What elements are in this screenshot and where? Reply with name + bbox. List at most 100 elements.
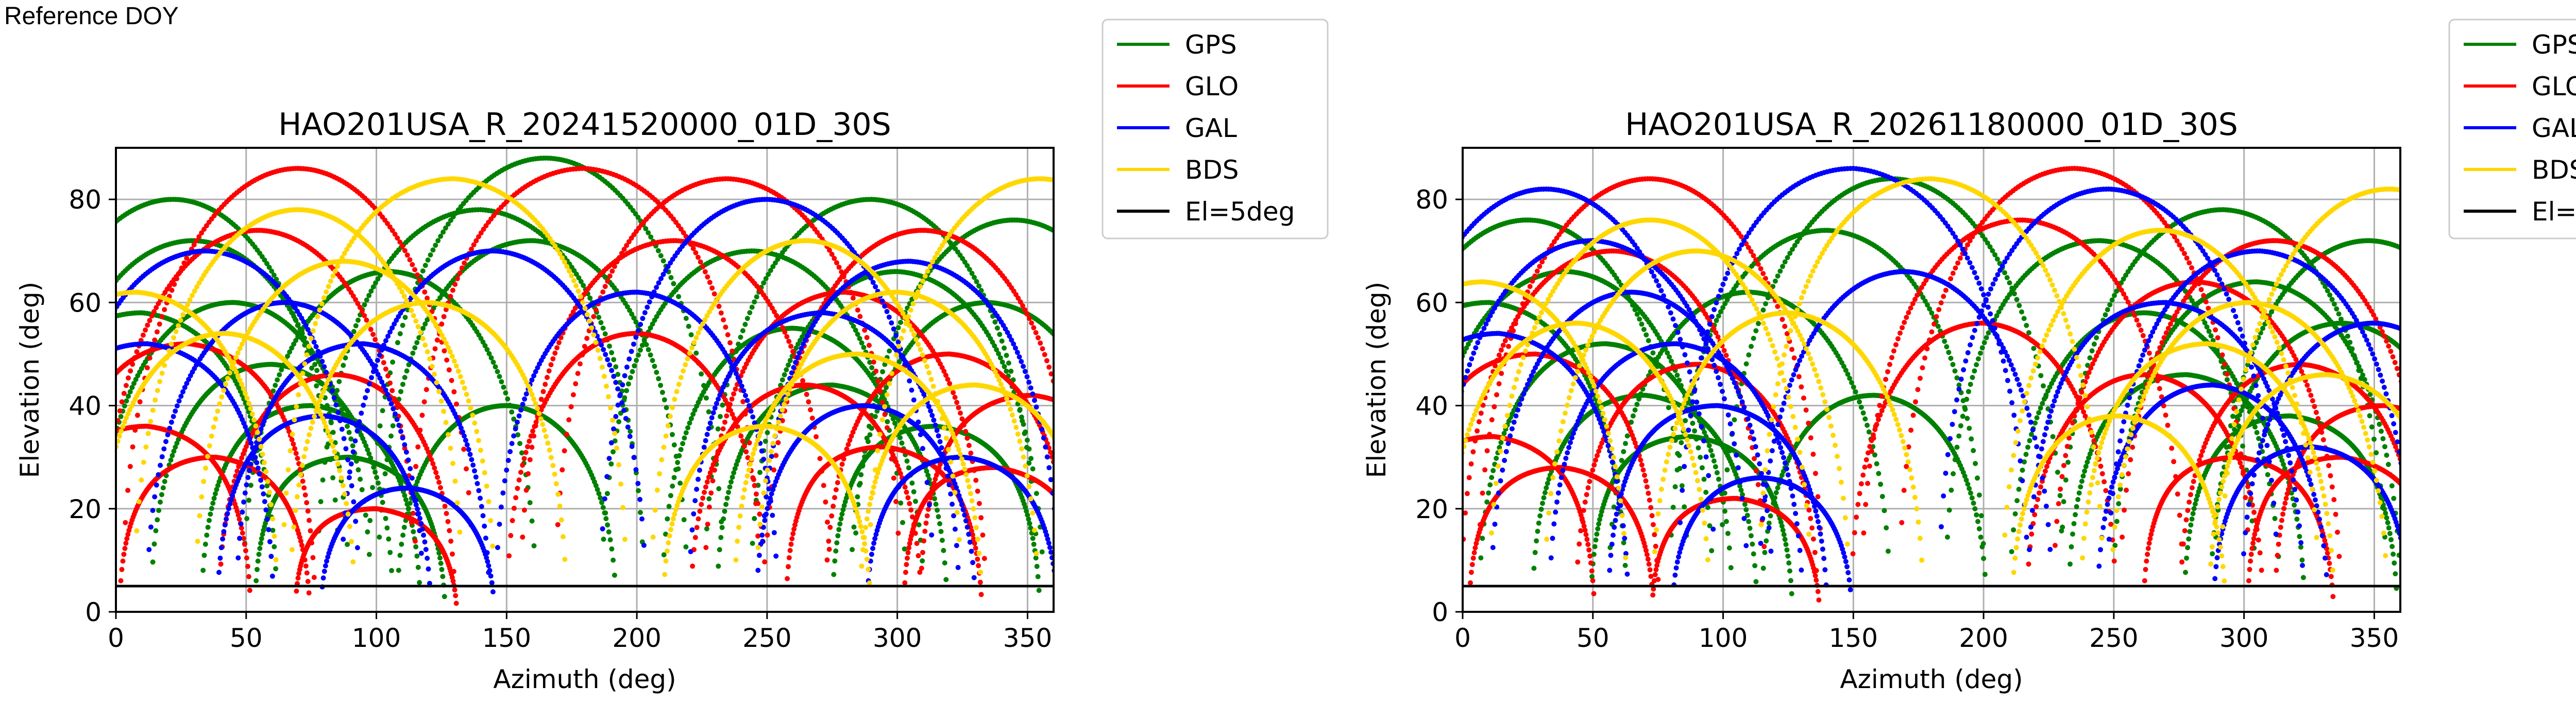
track-point [501,384,506,390]
track-point [925,472,931,478]
track-point [336,379,342,384]
track-point [62,382,67,387]
track-point [941,547,946,553]
track-point [1026,517,1031,522]
track-point [662,397,667,403]
track-point [1059,233,1064,238]
track-point [658,383,664,388]
track-point [757,470,762,475]
track-point [576,275,582,281]
track-point [95,437,100,442]
track-point [79,435,84,440]
track-point [864,335,870,340]
track-point [859,340,865,346]
track-point [1087,386,1092,391]
track-point [300,478,306,484]
track-point [1097,415,1103,420]
track-point [81,328,87,333]
track-point [402,493,408,499]
track-point [417,278,422,283]
track-point [964,435,970,441]
track-point [721,317,726,323]
track-point [44,471,49,476]
track-point [481,227,486,232]
track-point [245,563,250,569]
track-point [1057,231,1062,236]
track-point [401,524,407,530]
track-point [625,381,631,387]
track-point [508,533,514,538]
track-point [648,234,654,240]
track-point [872,414,878,419]
track-point [293,451,299,456]
track-point [752,516,757,521]
track-point [324,444,330,450]
track-point [370,332,376,337]
track-point [384,525,390,531]
track-point [277,372,282,378]
track-point [711,467,717,473]
track-point [78,440,83,445]
track-point [676,294,682,299]
track-point [63,345,68,350]
track-point [156,508,162,513]
track-point [303,563,309,569]
track-point [9,511,14,517]
track-point [264,261,269,266]
track-point [493,364,498,370]
track-point [612,264,617,269]
track-point [698,259,703,265]
track-point [83,422,89,427]
track-point [992,343,997,349]
track-point [666,504,672,509]
track-point [972,275,977,280]
track-point [42,488,47,493]
track-point [62,536,67,541]
track-point [520,534,526,540]
track-point [291,441,296,447]
track-point [784,367,789,372]
track-point [409,520,414,525]
track-point [264,483,270,489]
track-point [628,375,633,381]
track-point [350,443,355,449]
track-point [388,433,394,439]
track-point [628,428,633,434]
track-point [1060,341,1065,347]
track-point [372,469,378,475]
track-point [269,268,275,274]
track-point [700,264,706,269]
track-point [1066,238,1071,243]
track-point [860,464,865,469]
track-point [1094,404,1099,409]
track-point [1142,364,1147,369]
track-point [1023,429,1028,435]
track-point [885,419,890,424]
track-point [518,470,523,475]
track-point [410,350,416,356]
track-point [341,363,346,368]
plot-area [9,156,1154,606]
track-point [1148,387,1154,392]
track-point [79,257,84,262]
track-point [850,547,855,553]
track-point [673,467,679,472]
track-point [10,498,15,503]
track-point [121,552,127,557]
track-point [696,254,701,260]
track-point [421,399,427,405]
track-point [608,461,614,467]
track-point [397,239,403,245]
track-point [48,444,54,450]
track-point [718,414,723,419]
track-point [749,304,755,310]
track-point [377,423,383,428]
track-point [913,499,918,504]
track-point [1103,279,1108,284]
track-point [891,475,896,481]
track-point [755,501,761,506]
track-point [162,307,167,313]
track-point [109,430,114,435]
track-point [170,453,175,458]
track-point [60,289,65,295]
